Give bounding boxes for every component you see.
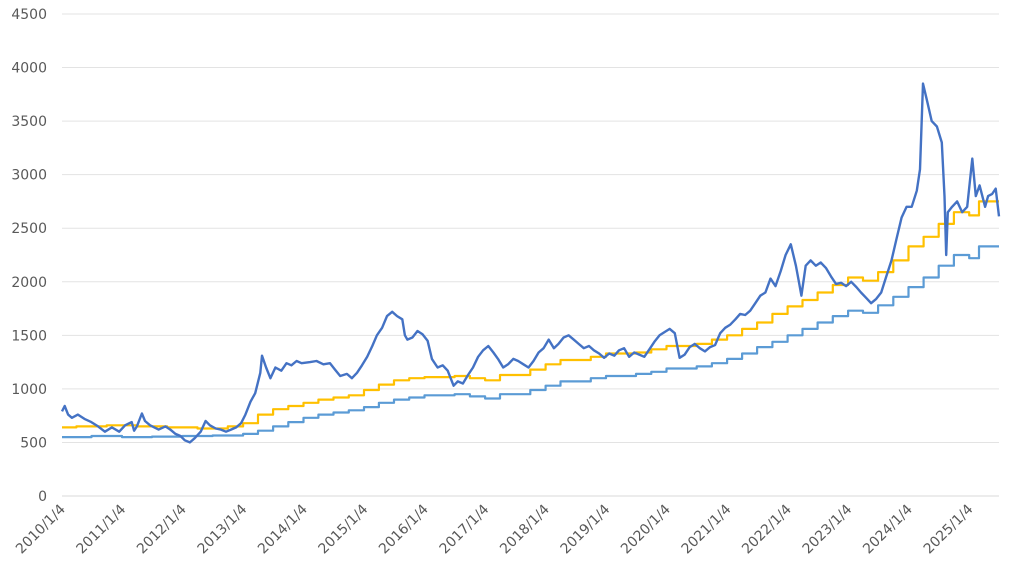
- series-lines: [60, 82, 1001, 444]
- x-tick-label: 2019/1/4: [558, 501, 614, 557]
- x-tick-label: 2024/1/4: [860, 501, 916, 557]
- x-tick-label: 2012/1/4: [134, 501, 190, 557]
- x-tick-label: 2014/1/4: [255, 501, 311, 557]
- x-tick-label: 2023/1/4: [800, 501, 856, 557]
- y-tick-label: 4000: [11, 61, 47, 77]
- y-tick-label: 500: [20, 435, 47, 451]
- y-tick-label: 0: [38, 489, 47, 505]
- gridlines: [62, 13, 999, 497]
- y-tick-label: 1000: [11, 382, 47, 398]
- x-tick-label: 2013/1/4: [195, 501, 251, 557]
- x-tick-label: 2016/1/4: [376, 501, 432, 557]
- x-tick-label: 2011/1/4: [74, 501, 130, 557]
- y-tick-label: 2500: [11, 221, 47, 237]
- y-tick-label: 2000: [11, 275, 47, 291]
- y-tick-label: 4500: [11, 7, 47, 23]
- series-line-2: [62, 245, 999, 439]
- x-tick-label: 2017/1/4: [437, 501, 493, 557]
- x-tick-label: 2020/1/4: [618, 501, 674, 557]
- y-tick-label: 1500: [11, 328, 47, 344]
- series-line-1: [62, 200, 999, 430]
- x-tick-label: 2015/1/4: [316, 501, 372, 557]
- x-tick-label: 2010/1/4: [13, 501, 69, 557]
- x-tick-label: 2018/1/4: [497, 501, 553, 557]
- y-tick-label: 3500: [11, 114, 47, 130]
- x-axis-tick-labels: 2010/1/4 2011/1/4 2012/1/4 2013/1/4 2014/1/4…: [13, 501, 977, 557]
- x-tick-label: 2025/1/4: [921, 501, 977, 557]
- y-tick-label: 3000: [11, 168, 47, 184]
- y-axis-tick-labels: 0 500 1000 1500 2000 2500 3000 3500 4000 4500: [11, 7, 47, 505]
- series-line-0: [60, 82, 1001, 444]
- x-tick-label: 2022/1/4: [739, 501, 795, 557]
- x-tick-label: 2021/1/4: [679, 501, 735, 557]
